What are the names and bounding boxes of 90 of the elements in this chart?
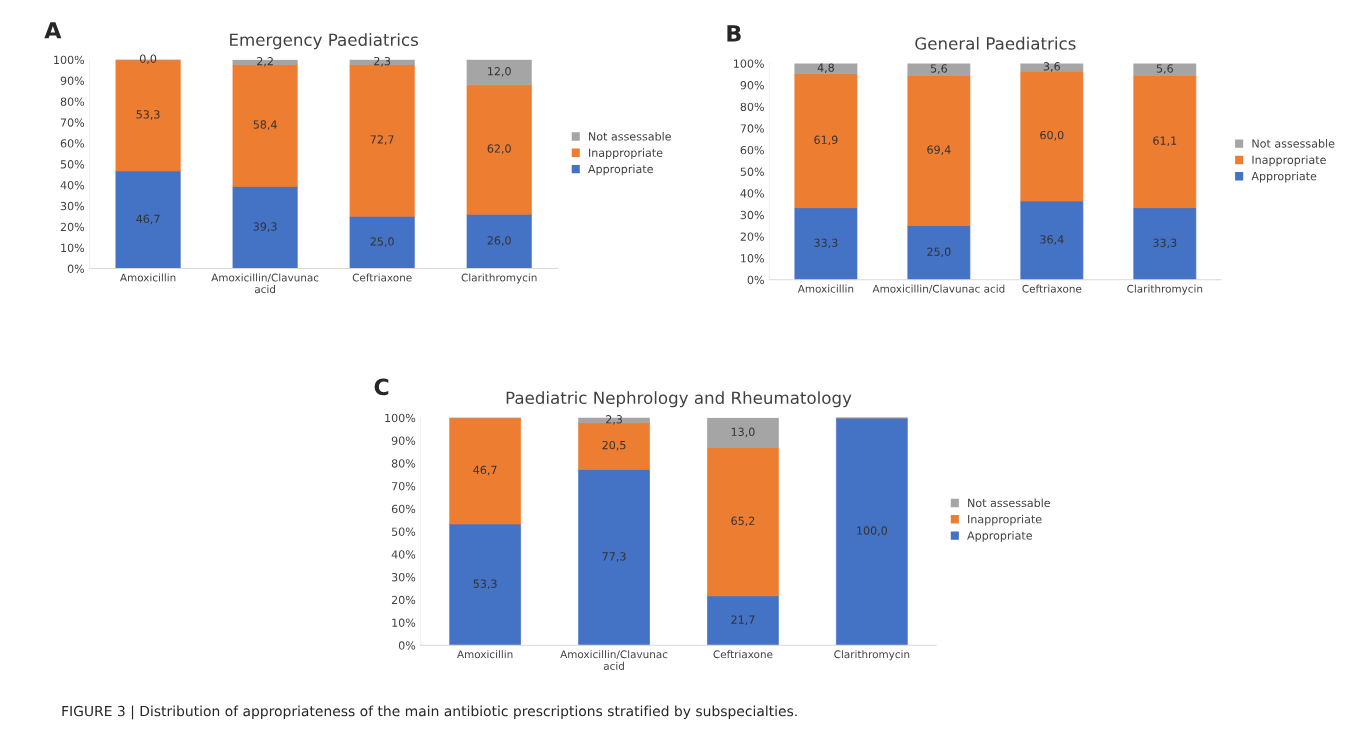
y-tick-label: 70% — [740, 124, 764, 133]
y-tick-label: 100% — [734, 59, 764, 68]
data-label: 62,0 — [487, 144, 511, 154]
data-label: 25,0 — [370, 237, 394, 247]
y-tick-label: 10% — [61, 243, 85, 253]
data-label: 36,4 — [1040, 235, 1064, 245]
y-tick-label: 30% — [740, 210, 764, 220]
data-label: 53,3 — [473, 579, 497, 590]
legend-label: Inappropriate — [589, 148, 663, 160]
caption: FIGURE 3 | Distribution of appropriateness of the main antibiotic prescriptions stratified by subspecialties. — [62, 705, 797, 720]
x-tick-label: Ceftriaxone — [1022, 284, 1082, 293]
data-label: 77,3 — [602, 552, 626, 562]
y-tick-label: 100% — [54, 55, 85, 65]
x-tick-label: Clarithromycin — [461, 273, 537, 284]
legend-label: Inappropriate — [1252, 155, 1326, 167]
data-label: 33,3 — [1153, 238, 1177, 249]
y-tick-label: 60% — [740, 145, 764, 155]
y-tick-label: 80% — [391, 459, 416, 468]
legend-label: Appropriate — [1251, 171, 1317, 183]
y-tick-label: 0% — [398, 641, 416, 650]
y-tick-label: 40% — [60, 180, 85, 190]
data-label: 13,0 — [731, 427, 755, 438]
y-tick-label: 20% — [391, 595, 416, 605]
x-tick-label: Ceftriaxone — [352, 273, 412, 282]
chart-title: Paediatric Nephrology and Rheumatology — [506, 391, 852, 408]
data-label: 5,6 — [930, 64, 948, 74]
text: B — [727, 25, 741, 42]
data-label: 100,0 — [857, 526, 888, 536]
x-tick-label: Amoxicillin/Clavunac acid — [872, 284, 1005, 294]
y-tick-label: 10% — [392, 618, 416, 627]
data-label: 33,3 — [814, 238, 838, 249]
y-tick-label: 30% — [60, 201, 85, 211]
data-label: 60,0 — [1040, 130, 1064, 141]
data-label: 61,9 — [814, 135, 838, 146]
text: A — [44, 22, 62, 39]
data-label: 25,0 — [927, 247, 951, 258]
chart-title: General Paediatrics — [915, 36, 1076, 50]
y-tick-label: 60% — [391, 504, 416, 514]
legend-label: Appropriate — [967, 531, 1032, 542]
data-label: 5,6 — [1156, 64, 1173, 74]
y-tick-label: 70% — [60, 118, 85, 127]
chart-title: Emergency Paediatrics — [230, 33, 419, 50]
data-label: 26,0 — [487, 236, 511, 246]
x-tick-label: Amoxicillin — [457, 650, 513, 659]
x-tick-label: Clarithromycin — [834, 650, 910, 661]
data-label: 20,5 — [602, 440, 626, 451]
data-label: 39,3 — [253, 222, 277, 232]
y-tick-label: 30% — [391, 573, 416, 582]
data-label: 61,1 — [1153, 136, 1177, 146]
y-tick-label: 70% — [392, 481, 416, 491]
data-label: 12,0 — [488, 67, 511, 77]
data-label: 53,3 — [136, 110, 160, 120]
y-tick-label: 50% — [391, 527, 416, 536]
y-tick-label: 40% — [391, 550, 416, 559]
y-tick-label: 20% — [740, 232, 764, 241]
x-tick-label: Ceftriaxone — [713, 650, 773, 659]
x-tick-label: Amoxicillin — [120, 273, 176, 282]
legend-label: Not assessable — [1252, 139, 1335, 148]
y-tick-label: 90% — [740, 81, 764, 90]
y-tick-label: 90% — [60, 76, 85, 85]
x-tick-label: Amoxicillin — [797, 284, 854, 293]
y-tick-label: 80% — [740, 102, 764, 112]
y-tick-label: 0% — [67, 264, 85, 273]
data-label: 58,4 — [253, 120, 277, 130]
y-tick-label: 100% — [385, 413, 416, 423]
data-label: 3,6 — [1043, 62, 1060, 72]
data-label: 46,7 — [473, 465, 497, 476]
x-tick-label: Clarithromycin — [1127, 284, 1203, 295]
y-tick-label: 50% — [60, 160, 85, 169]
text: C — [374, 378, 389, 396]
y-tick-label: 60% — [60, 139, 85, 148]
data-label: 72,7 — [370, 135, 394, 145]
data-label: 69,4 — [927, 145, 951, 155]
y-tick-label: 50% — [740, 167, 764, 176]
data-label: 46,7 — [136, 214, 160, 225]
legend-label: Inappropriate — [968, 514, 1042, 526]
y-tick-label: 20% — [60, 222, 85, 232]
y-tick-label: 10% — [741, 254, 764, 263]
data-label: 4,8 — [817, 63, 834, 73]
y-tick-label: 90% — [391, 436, 416, 445]
x-tick-label: Amoxicillin/Clavunac acid — [211, 273, 319, 294]
legend-label: Appropriate — [588, 164, 653, 176]
y-tick-label: 40% — [740, 189, 764, 198]
data-label: 65,2 — [731, 516, 755, 527]
legend-label: Not assessable — [968, 498, 1051, 508]
legend-label: Not assessable — [589, 131, 671, 141]
data-label: 21,7 — [731, 615, 755, 625]
y-tick-label: 80% — [60, 97, 85, 106]
x-tick-label: Amoxicillin/Clavunac acid — [560, 650, 668, 670]
y-tick-label: 0% — [747, 275, 764, 285]
